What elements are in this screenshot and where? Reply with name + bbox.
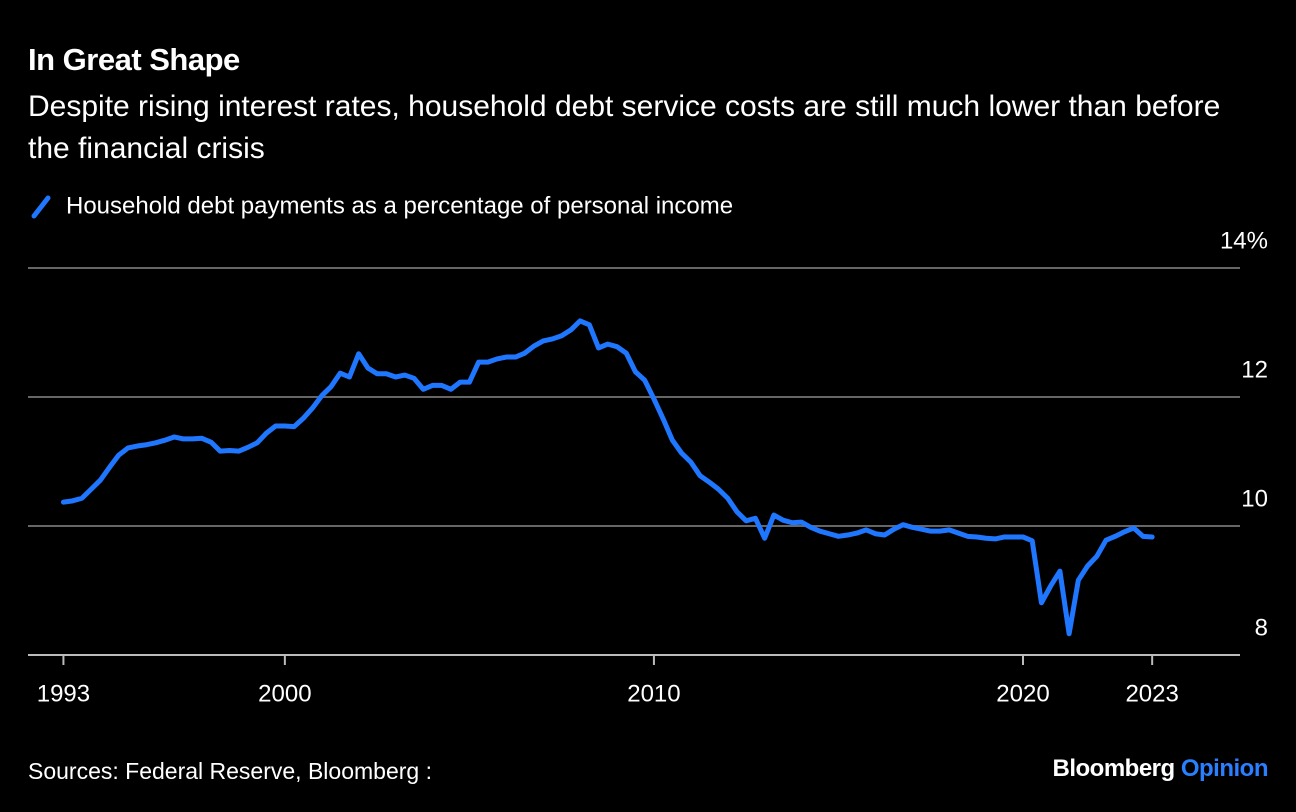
x-tick-label: 2010 (627, 680, 680, 707)
legend-swatch (31, 195, 51, 219)
x-tick-label: 2000 (258, 680, 311, 707)
data-line (60, 318, 1155, 637)
logo-section: Opinion (1180, 755, 1269, 782)
y-tick-label: 8 (1255, 614, 1268, 641)
y-tick-label: 12 (1241, 356, 1268, 383)
y-tick-label: 14% (1220, 227, 1268, 254)
y-tick-label: 10 (1241, 485, 1268, 512)
x-tick-label: 1993 (37, 680, 90, 707)
source-note: Sources: Federal Reserve, Bloomberg : (28, 758, 432, 784)
logo: Bloomberg Opinion (1053, 755, 1269, 783)
x-tick-label: 2023 (1125, 680, 1178, 707)
logo-brand: Bloomberg (1052, 755, 1176, 782)
legend-label: Household debt payments as a percentage … (66, 192, 733, 219)
x-tick-label: 2020 (996, 680, 1049, 707)
chart-subtitle: Despite rising interest rates, household… (28, 90, 1221, 165)
chart-title: In Great Shape (28, 42, 240, 77)
